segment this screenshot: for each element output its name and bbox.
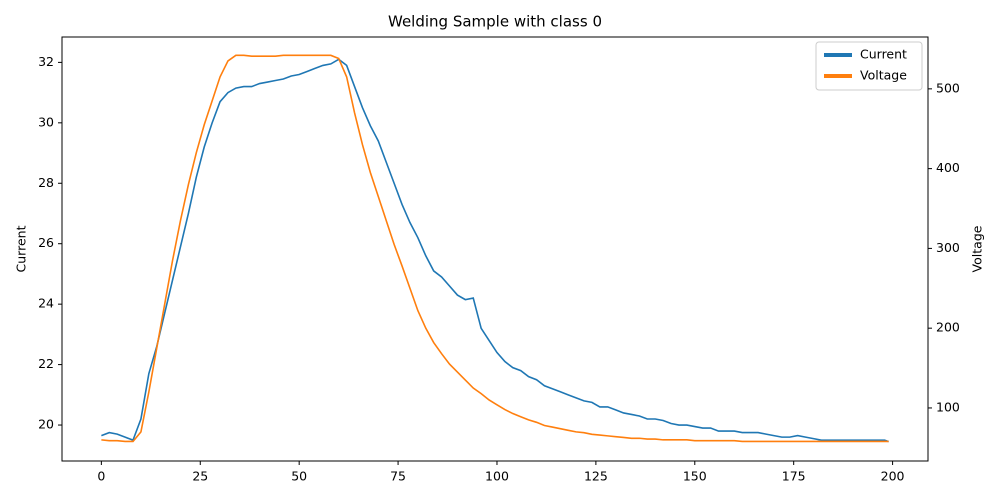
y2-tick-label: 300 <box>936 240 960 255</box>
y-tick-label: 20 <box>38 417 54 432</box>
x-tick-label: 150 <box>683 469 707 484</box>
y-axis-label: Current <box>14 225 29 272</box>
legend-label: Voltage <box>860 68 907 83</box>
x-tick-label: 200 <box>881 469 905 484</box>
x-tick-label: 175 <box>782 469 806 484</box>
legend-label: Current <box>860 47 907 62</box>
y-tick-label: 30 <box>38 114 54 129</box>
y2-tick-label: 500 <box>936 80 960 95</box>
x-tick-label: 50 <box>291 469 307 484</box>
series-line <box>101 58 889 443</box>
chart-title: Welding Sample with class 0 <box>388 13 602 31</box>
y2-tick-label: 400 <box>936 160 960 175</box>
y-tick-label: 32 <box>38 54 54 69</box>
x-tick-label: 100 <box>485 469 509 484</box>
x-tick-label: 75 <box>390 469 406 484</box>
y2-tick-label: 200 <box>936 320 960 335</box>
x-tick-label: 25 <box>192 469 208 484</box>
y-tick-label: 26 <box>38 235 54 250</box>
y2-axis-label: Voltage <box>970 225 985 272</box>
y-tick-label: 28 <box>38 175 54 190</box>
y-tick-label: 24 <box>38 296 54 311</box>
series-line <box>101 54 889 443</box>
plot-frame <box>61 36 929 462</box>
y2-tick-label: 100 <box>936 399 960 414</box>
x-tick-label: 125 <box>584 469 608 484</box>
y-tick-label: 22 <box>38 356 54 371</box>
x-tick-label: 0 <box>97 469 105 484</box>
